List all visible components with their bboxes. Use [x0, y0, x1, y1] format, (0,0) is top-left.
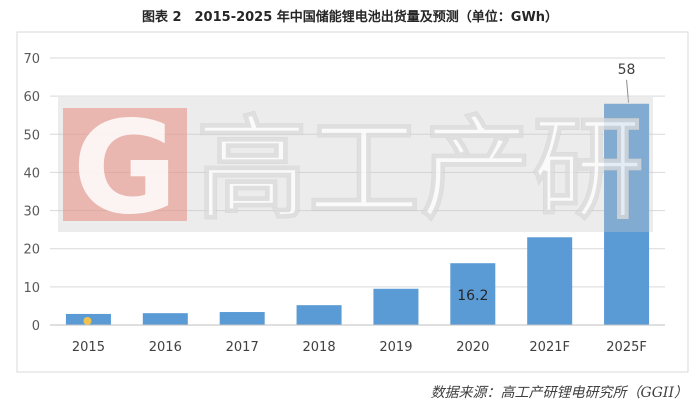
bar-2016 — [142, 313, 188, 325]
data-labels: 16.2 58 — [457, 62, 635, 304]
watermark-logo-box — [63, 108, 187, 221]
y-tick-label: 10 — [23, 281, 40, 296]
bars — [65, 103, 650, 326]
watermark-logo-letter: G — [72, 94, 177, 243]
source-note: 数据来源：高工产研锂电研究所（GGII） — [430, 385, 688, 401]
bar-2019 — [373, 288, 419, 325]
y-tick-label: 50 — [23, 128, 40, 143]
watermark-text: 高工产研 — [196, 105, 644, 235]
y-axis-tick-labels: 0 10 20 30 40 50 60 70 — [23, 52, 40, 334]
y-tick-label: 70 — [23, 52, 40, 67]
y-tick-label: 30 — [23, 205, 40, 220]
y-tick-label: 0 — [32, 319, 40, 334]
x-tick-label: 2019 — [379, 340, 412, 355]
x-tick-label: 2015 — [72, 340, 105, 355]
bar-2020 — [450, 263, 496, 325]
bar-2021F — [527, 237, 573, 325]
y-tick-label: 20 — [23, 243, 40, 258]
decorative-dot — [83, 317, 92, 325]
x-axis-tick-labels: 2015 2016 2017 2018 2019 2020 2021F 2025F — [72, 340, 647, 355]
bar-2025F — [604, 103, 650, 326]
chart-border — [16, 31, 689, 373]
chart-title: 图表 2 2015-2025 年中国储能锂电池出货量及预测（单位：GWh） — [141, 10, 559, 25]
x-tick-label: 2018 — [303, 340, 336, 355]
x-tick-label: 2021F — [529, 340, 570, 355]
x-tick-label: 2025F — [606, 340, 647, 355]
x-tick-label: 2020 — [456, 340, 489, 355]
x-tick-label: 2017 — [226, 340, 259, 355]
bar-2018 — [296, 305, 342, 325]
watermark: G 高工产研 — [58, 94, 653, 243]
data-label-leader-line — [626, 79, 630, 103]
y-tick-label: 60 — [23, 90, 40, 105]
bar-2017 — [219, 312, 265, 325]
data-label: 16.2 — [457, 288, 488, 304]
data-label: 58 — [618, 62, 636, 78]
y-tick-label: 40 — [23, 166, 40, 181]
x-tick-label: 2016 — [149, 340, 182, 355]
